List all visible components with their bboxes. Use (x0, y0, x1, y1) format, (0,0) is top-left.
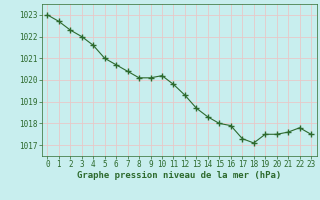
X-axis label: Graphe pression niveau de la mer (hPa): Graphe pression niveau de la mer (hPa) (77, 171, 281, 180)
